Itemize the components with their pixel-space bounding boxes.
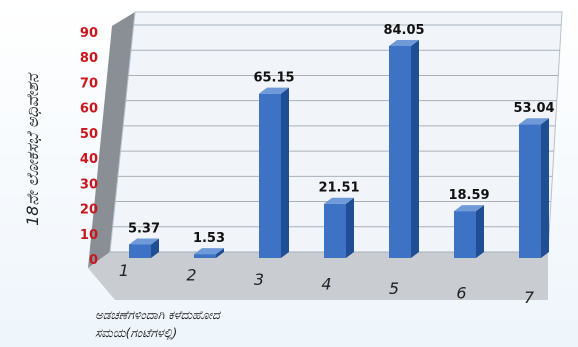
bar-side: [281, 87, 289, 259]
data-label: 53.04: [513, 101, 554, 116]
data-labels: 5.37 1.53 65.15 21.51 84.05 18.59 53.04: [128, 23, 555, 246]
x-axis-title: ಅಡಚಣೆಗಳಿಂದಾಗಿ ಕಳೆದುಹೋದ ಸಮಯ(ಗಂಟೆಗಳಲ್ಲಿ): [95, 308, 224, 340]
y-tick-label: 10: [80, 228, 98, 243]
floor: [88, 252, 548, 300]
bar-side: [151, 238, 159, 258]
y-tick-label: 90: [80, 26, 98, 41]
bar-top: [194, 248, 224, 255]
bar-front: [129, 244, 151, 258]
y-axis-title: 18ನೇ ಲೋಕಸಭೆ ಅಧಿವೇಶನ: [23, 72, 42, 226]
bar: [129, 238, 159, 258]
bars: [129, 40, 549, 259]
data-label: 1.53: [193, 231, 225, 246]
bar-top: [389, 40, 419, 47]
bar-top: [129, 238, 159, 245]
x-axis-ticks: 1 2 3 4 5 6 7: [119, 261, 535, 307]
x-tick-label: 4: [321, 275, 331, 294]
bar: [259, 87, 289, 259]
bar: [454, 205, 484, 258]
bar-front: [519, 124, 541, 258]
y-tick-label: 70: [80, 76, 98, 91]
data-label: 84.05: [383, 23, 424, 38]
x-tick-label: 5: [389, 279, 399, 298]
bar-front: [194, 254, 216, 258]
y-tick-label: 80: [80, 51, 98, 66]
data-label: 5.37: [128, 221, 160, 236]
x-tick-label: 6: [456, 284, 466, 303]
bar-top: [454, 205, 484, 212]
data-label: 18.59: [448, 188, 489, 203]
y-tick-label: 30: [80, 177, 98, 192]
bar-side: [541, 118, 549, 258]
x-tick-label: 2: [186, 266, 196, 285]
bar-side: [411, 40, 419, 259]
bar-top: [519, 118, 549, 125]
bar-front: [259, 93, 281, 259]
chart-background: [88, 11, 563, 300]
bar: [194, 248, 224, 258]
x-axis-title-line-1: ಅಡಚಣೆಗಳಿಂದಾಗಿ ಕಳೆದುಹೋದ: [95, 308, 222, 322]
y-axis-ticks: 0 10 20 30 40 50 60 70 80 90: [80, 26, 98, 268]
bar-side: [216, 248, 224, 258]
bar: [324, 197, 354, 258]
bar-top: [259, 87, 289, 94]
side-wall: [88, 12, 135, 268]
bar-side: [346, 197, 354, 258]
x-tick-label: 3: [254, 270, 264, 289]
bar-top: [324, 197, 354, 204]
y-tick-label: 40: [80, 152, 98, 167]
y-tick-label: 0: [89, 253, 98, 268]
y-tick-label: 50: [80, 127, 98, 142]
bar-side: [476, 205, 484, 258]
x-tick-label: 1: [119, 261, 129, 280]
bar-front: [389, 46, 411, 259]
data-label: 65.15: [253, 71, 294, 86]
y-tick-label: 20: [80, 203, 98, 218]
bar-front: [324, 203, 346, 258]
y-tick-label: 60: [80, 102, 98, 117]
x-axis-title-line-2: ಸಮಯ(ಗಂಟೆಗಳಲ್ಲಿ): [95, 326, 177, 340]
bar-front: [454, 211, 476, 258]
data-label: 21.51: [318, 181, 359, 196]
gridlines: [110, 24, 562, 253]
bar: [519, 118, 549, 258]
bar: [389, 40, 419, 259]
x-tick-label: 7: [524, 288, 535, 307]
